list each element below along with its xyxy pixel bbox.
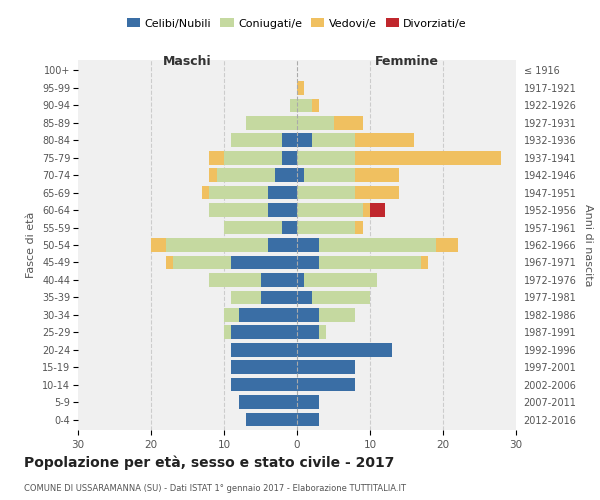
Bar — [297, 98, 311, 112]
Bar — [217, 168, 275, 182]
Bar — [166, 238, 268, 252]
Bar — [297, 256, 319, 270]
Bar — [297, 204, 362, 217]
Bar — [311, 290, 370, 304]
Y-axis label: Anni di nascita: Anni di nascita — [583, 204, 593, 286]
Bar — [209, 204, 268, 217]
Y-axis label: Fasce di età: Fasce di età — [26, 212, 37, 278]
Bar — [297, 168, 304, 182]
Bar — [319, 308, 355, 322]
Bar — [232, 360, 297, 374]
Bar — [370, 204, 385, 217]
Bar — [268, 204, 297, 217]
Bar — [173, 256, 232, 270]
Bar — [166, 256, 173, 270]
Bar — [246, 412, 297, 426]
Bar — [297, 116, 334, 130]
Bar — [239, 308, 297, 322]
Bar — [421, 256, 428, 270]
Bar — [239, 396, 297, 409]
Bar — [304, 273, 377, 286]
Text: Maschi: Maschi — [163, 55, 212, 68]
Bar — [311, 134, 355, 147]
Bar — [232, 256, 297, 270]
Bar — [151, 238, 166, 252]
Bar — [202, 186, 209, 200]
Bar — [275, 168, 297, 182]
Bar — [224, 308, 239, 322]
Bar — [355, 151, 502, 164]
Bar — [260, 273, 297, 286]
Bar — [297, 378, 355, 392]
Bar — [297, 326, 319, 339]
Text: COMUNE DI USSARAMANNA (SU) - Dati ISTAT 1° gennaio 2017 - Elaborazione TUTTITALI: COMUNE DI USSARAMANNA (SU) - Dati ISTAT … — [24, 484, 406, 493]
Bar — [297, 308, 319, 322]
Bar — [268, 186, 297, 200]
Bar — [297, 360, 355, 374]
Bar — [232, 343, 297, 356]
Bar — [224, 326, 232, 339]
Bar — [311, 98, 319, 112]
Bar — [209, 186, 268, 200]
Bar — [297, 151, 355, 164]
Bar — [355, 134, 414, 147]
Bar — [297, 290, 311, 304]
Bar — [209, 168, 217, 182]
Bar — [334, 116, 362, 130]
Bar — [283, 151, 297, 164]
Bar — [297, 81, 304, 94]
Bar — [209, 273, 260, 286]
Bar — [232, 134, 283, 147]
Bar — [209, 151, 224, 164]
Bar — [224, 151, 283, 164]
Bar — [297, 396, 319, 409]
Bar — [297, 238, 319, 252]
Bar — [283, 134, 297, 147]
Bar — [304, 168, 355, 182]
Bar — [232, 326, 297, 339]
Text: Popolazione per età, sesso e stato civile - 2017: Popolazione per età, sesso e stato civil… — [24, 456, 394, 470]
Bar — [355, 168, 399, 182]
Text: Femmine: Femmine — [374, 55, 439, 68]
Bar — [362, 204, 370, 217]
Bar — [290, 98, 297, 112]
Bar — [297, 412, 319, 426]
Bar — [246, 116, 297, 130]
Bar — [297, 343, 392, 356]
Bar — [355, 220, 362, 234]
Bar — [436, 238, 458, 252]
Bar — [283, 220, 297, 234]
Bar — [319, 256, 421, 270]
Bar — [232, 290, 260, 304]
Bar — [297, 220, 355, 234]
Bar — [297, 186, 355, 200]
Bar — [297, 273, 304, 286]
Legend: Celibi/Nubili, Coniugati/e, Vedovi/e, Divorziati/e: Celibi/Nubili, Coniugati/e, Vedovi/e, Di… — [122, 14, 472, 33]
Bar — [224, 220, 283, 234]
Bar — [297, 134, 311, 147]
Bar — [268, 238, 297, 252]
Bar — [260, 290, 297, 304]
Bar — [319, 326, 326, 339]
Bar — [355, 186, 399, 200]
Bar — [319, 238, 436, 252]
Bar — [232, 378, 297, 392]
